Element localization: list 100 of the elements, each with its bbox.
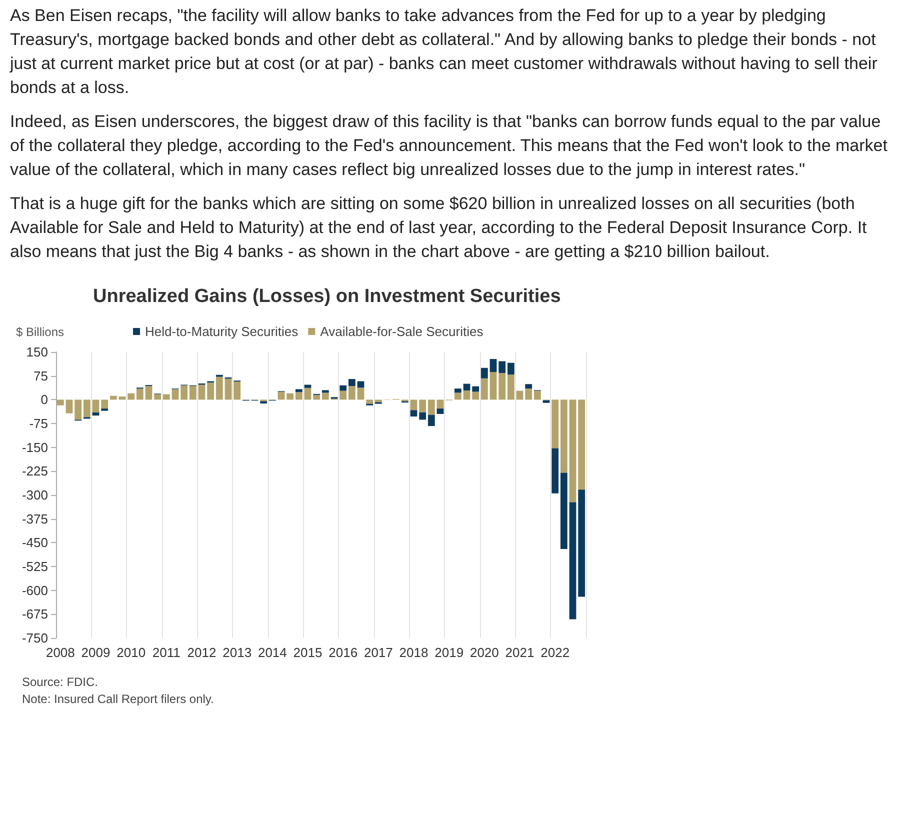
- bar: [480, 368, 488, 378]
- bar: [436, 400, 444, 409]
- bar: [278, 392, 285, 400]
- bar: [428, 414, 435, 426]
- y-tick-label: -300: [22, 488, 48, 502]
- x-tick-label: 2021: [505, 645, 534, 660]
- bar: [154, 394, 162, 400]
- bar: [490, 372, 497, 400]
- bar: [560, 400, 568, 473]
- y-tick-label: 0: [40, 392, 48, 408]
- bar: [286, 393, 294, 400]
- bar: [552, 400, 559, 448]
- bar: [110, 396, 117, 400]
- bar: [472, 386, 480, 392]
- x-tick-label: 2012: [187, 645, 216, 660]
- bar: [304, 388, 312, 400]
- x-tick-label: 2020: [470, 645, 499, 660]
- bar: [366, 400, 374, 404]
- x-tick-label: 2018: [399, 645, 428, 660]
- y-tick-label: -375: [22, 511, 48, 526]
- chart-title: Unrealized Gains (Losses) on Investment Securities: [93, 286, 561, 307]
- bar: [410, 410, 418, 417]
- y-tick-label: -150: [22, 440, 48, 455]
- bar: [463, 390, 470, 400]
- bar: [357, 388, 364, 400]
- bar: [56, 400, 64, 406]
- bar: [480, 378, 488, 400]
- bar: [463, 384, 470, 390]
- y-tick-label: -225: [22, 464, 48, 479]
- bar: [295, 392, 302, 400]
- bar: [428, 400, 435, 415]
- x-tick-label: 2017: [364, 645, 393, 660]
- bar: [313, 394, 320, 400]
- bar: [348, 379, 356, 386]
- x-tick-label: 2009: [81, 645, 110, 660]
- bar: [136, 388, 144, 400]
- bar: [180, 385, 188, 400]
- y-axis-title: $ Billions: [16, 325, 64, 339]
- bar: [578, 400, 586, 490]
- bar: [145, 386, 152, 400]
- y-tick-label: -75: [29, 416, 48, 431]
- bar: [578, 490, 586, 597]
- bar: [569, 400, 576, 502]
- bar: [162, 394, 170, 400]
- x-tick-label: 2022: [540, 645, 570, 660]
- bar: [348, 386, 356, 400]
- bar: [304, 384, 312, 388]
- bar: [516, 390, 524, 400]
- x-tick-label: 2014: [258, 645, 287, 660]
- text: Note: Insured Call Report filers only.: [22, 691, 215, 708]
- bar: [419, 412, 426, 420]
- source-note: Source: FDIC.: [22, 674, 100, 691]
- x-tick-label: 2019: [434, 645, 464, 660]
- bar: [189, 386, 196, 400]
- bar: [322, 390, 329, 393]
- bar: [454, 388, 462, 393]
- x-tick-label: 2011: [152, 645, 180, 660]
- bar: [525, 384, 532, 389]
- legend-label: Available-for-Sale Securities: [320, 324, 484, 339]
- bar: [66, 400, 73, 414]
- text: As Ben Eisen recaps, "the facility will allow banks to take advances from the Fed for up to a year by pledging Treasury's, mortgage backed bonds and other debt as collateral." And by allowing banks to pledge their bonds - not just at current market price but at cost (or at par) - banks can meet customer withdrawals without having to sell their bonds at a loss.: [10, 5, 878, 99]
- bar: [340, 390, 347, 400]
- bar: [207, 382, 214, 400]
- y-tick-label: -750: [22, 630, 48, 646]
- bar: [560, 472, 568, 550]
- bar: [490, 358, 497, 372]
- bar: [172, 389, 179, 400]
- y-tick-label: -600: [22, 582, 48, 598]
- bar: [74, 400, 82, 420]
- y-tick-label: -450: [22, 535, 48, 550]
- bar: [340, 385, 347, 391]
- x-tick-label: 2016: [328, 645, 358, 660]
- bar: [498, 372, 506, 400]
- bar: [436, 408, 444, 414]
- x-tick-label: 2008: [46, 645, 75, 660]
- y-tick-label: -675: [22, 606, 48, 622]
- bar: [507, 374, 514, 400]
- x-tick-label: 2015: [293, 645, 322, 660]
- bar: [92, 400, 100, 412]
- bar: [322, 392, 329, 400]
- bar: [498, 361, 506, 373]
- bar: [507, 362, 514, 375]
- bar: [295, 389, 302, 392]
- bar: [101, 400, 108, 409]
- y-tick-label: 150: [26, 344, 48, 360]
- bar: [454, 392, 462, 400]
- bar: [83, 400, 90, 418]
- bar: [569, 502, 576, 620]
- bar: [234, 382, 241, 400]
- x-tick-label: 2010: [116, 645, 146, 660]
- legend-label: Held-to-Maturity Securities: [145, 324, 299, 339]
- bar: [198, 384, 206, 400]
- x-tick-label: 2013: [222, 645, 252, 660]
- bar: [542, 400, 550, 403]
- bar: [128, 393, 135, 400]
- text: Indeed, as Eisen underscores, the biggest draw of this facility is that "banks can borrow funds equal to the par value of the collateral they pledge, according to the Fed's announcement. This means that the Fed won't look to the market value of the collateral, which in many cases reflect big unrealized losses due to the jump in interest rates.": [10, 111, 888, 181]
- bar: [534, 390, 541, 400]
- bar: [525, 388, 532, 400]
- y-tick-label: 75: [34, 368, 48, 384]
- bar: [216, 376, 223, 400]
